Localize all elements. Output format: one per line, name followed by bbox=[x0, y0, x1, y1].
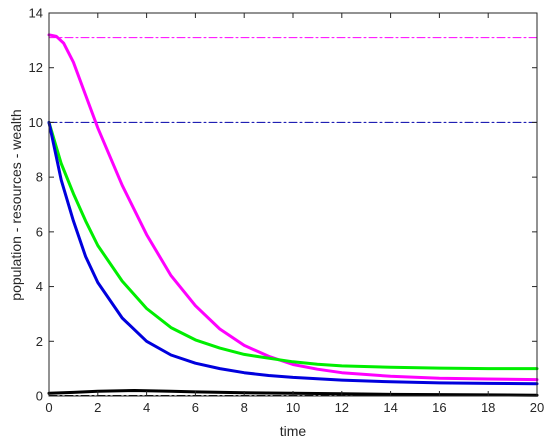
x-tick-label: 8 bbox=[241, 400, 248, 415]
series-line-4 bbox=[47, 120, 539, 386]
series-line-2 bbox=[47, 33, 539, 382]
y-tick-label: 2 bbox=[36, 334, 43, 349]
tick-layer: 0 2 4 6 8 10 12 14 16 18 20 0 2 4 6 8 10 12 14 bbox=[29, 6, 545, 416]
x-tick-label: 6 bbox=[192, 400, 199, 415]
y-tick-label: 12 bbox=[29, 60, 43, 75]
y-tick-label: 4 bbox=[36, 279, 43, 294]
x-tick-label: 0 bbox=[45, 400, 52, 415]
x-tick-label: 10 bbox=[286, 400, 300, 415]
series-layer bbox=[47, 33, 539, 397]
y-tick-label: 0 bbox=[36, 389, 43, 404]
y-tick-label: 14 bbox=[29, 6, 43, 21]
x-tick-label: 20 bbox=[530, 400, 544, 415]
x-axis-label: time bbox=[280, 423, 307, 439]
x-tick-label: 14 bbox=[383, 400, 397, 415]
series-line-3 bbox=[47, 120, 539, 371]
y-tick-label: 8 bbox=[36, 170, 43, 185]
x-tick-label: 12 bbox=[335, 400, 349, 415]
x-tick-label: 4 bbox=[143, 400, 150, 415]
x-tick-label: 16 bbox=[432, 400, 446, 415]
y-axis-label: population - resources - wealth bbox=[8, 109, 24, 300]
plot-frame bbox=[48, 12, 538, 397]
y-tick-label: 10 bbox=[29, 115, 43, 130]
y-tick-label: 6 bbox=[36, 224, 43, 239]
x-tick-label: 18 bbox=[481, 400, 495, 415]
x-tick-label: 2 bbox=[94, 400, 101, 415]
